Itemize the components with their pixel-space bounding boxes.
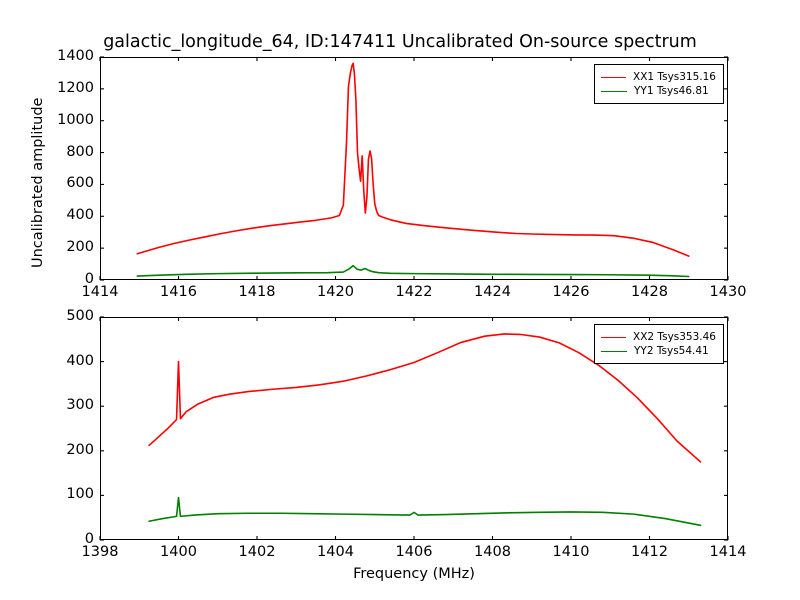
bottom-panel-x-axis-label: Frequency (MHz)	[353, 566, 475, 582]
y-tick-label: 500	[66, 308, 94, 324]
x-tick-label: 1404	[317, 544, 354, 560]
legend-swatch-yy2	[601, 350, 627, 352]
legend-label-yy1: YY1 Tsys46.81	[634, 85, 709, 97]
y-tick-label: 1000	[57, 111, 94, 128]
x-tick-label: 1428	[631, 284, 668, 300]
y-tick-label: 300	[66, 397, 94, 414]
x-tick-label: 1406	[395, 544, 433, 560]
legend-entry: YY2 Tsys54.41	[601, 344, 716, 358]
x-tick-label: 1430	[709, 284, 747, 300]
y-tick-label: 200	[66, 441, 94, 458]
legend-swatch-xx1	[601, 76, 627, 78]
x-tick-label: 1426	[552, 284, 590, 300]
x-tick-label: 1416	[160, 284, 197, 300]
x-tick-label: 1408	[474, 544, 511, 560]
top-panel-legend: XX1 Tsys315.16 YY1 Tsys46.81	[594, 64, 724, 104]
legend-entry: XX1 Tsys315.16	[601, 70, 716, 84]
figure-title: galactic_longitude_64, ID:147411 Uncalib…	[103, 32, 697, 52]
x-tick-label: 1410	[552, 544, 590, 560]
x-tick-label: 1400	[160, 544, 197, 560]
y-tick-label: 800	[66, 143, 94, 160]
y-tick-label: 0	[84, 531, 94, 547]
legend-entry: XX2 Tsys353.46	[601, 330, 716, 344]
y-tick-label: 1400	[57, 48, 94, 64]
x-tick-label: 1414	[709, 544, 747, 560]
legend-swatch-yy1	[601, 90, 627, 92]
legend-swatch-xx2	[601, 336, 627, 338]
x-tick-label: 1402	[238, 544, 276, 560]
legend-entry: YY1 Tsys46.81	[601, 84, 716, 98]
y-tick-label: 400	[66, 352, 94, 369]
legend-label-xx2: XX2 Tsys353.46	[633, 331, 716, 343]
y-tick-label: 1200	[57, 79, 94, 96]
x-tick-label: 1422	[395, 284, 433, 300]
bottom-panel-legend: XX2 Tsys353.46 YY2 Tsys54.41	[594, 324, 724, 364]
x-tick-label: 1412	[631, 544, 668, 560]
y-tick-label: 0	[84, 271, 94, 287]
x-tick-label: 1414	[81, 284, 119, 300]
legend-label-xx1: XX1 Tsys315.16	[633, 71, 716, 83]
y-tick-label: 600	[66, 175, 94, 192]
x-tick-label: 1418	[238, 284, 276, 300]
x-tick-label: 1424	[474, 284, 511, 300]
legend-label-yy2: YY2 Tsys54.41	[634, 345, 709, 357]
x-tick-label: 1420	[317, 284, 354, 300]
y-tick-label: 200	[66, 239, 94, 256]
x-tick-label: 1398	[81, 544, 119, 560]
y-tick-label: 400	[66, 207, 94, 224]
y-tick-label: 100	[66, 486, 94, 503]
